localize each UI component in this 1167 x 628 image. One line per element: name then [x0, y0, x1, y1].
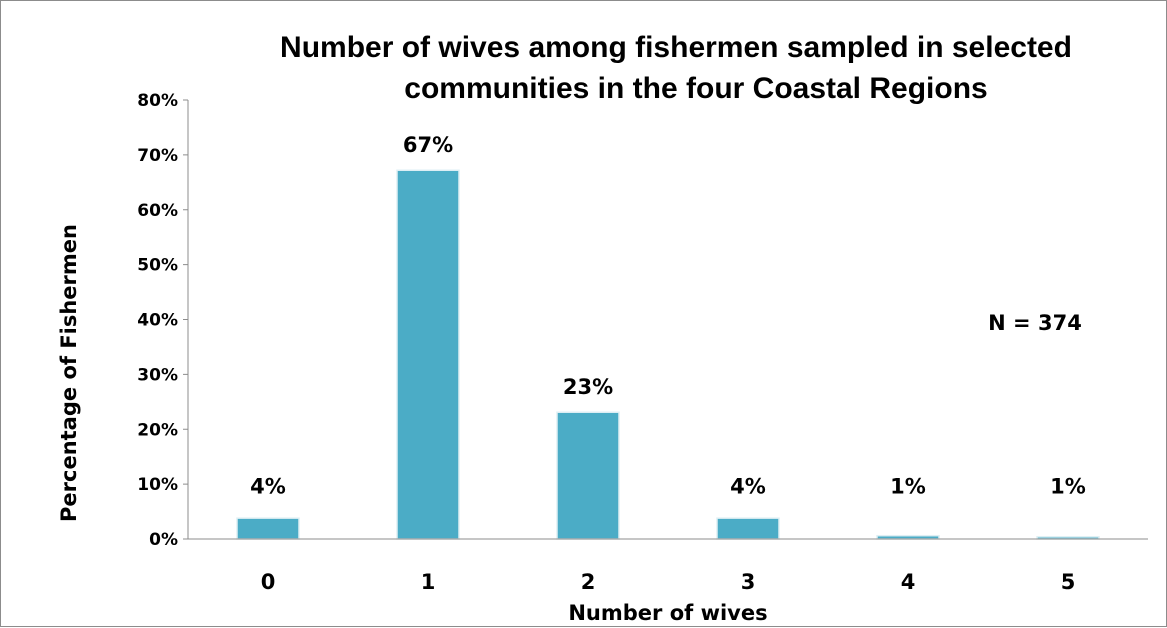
x-axis-ticks: 0 1 2 3 4 5: [261, 570, 1076, 594]
x-tick-label: 5: [1061, 570, 1076, 594]
data-label: 4%: [730, 475, 766, 499]
y-axis-label: Percentage of Fishermen: [57, 224, 81, 522]
sample-size-annotation: N = 374: [988, 311, 1082, 335]
y-tick-label: 80%: [137, 91, 178, 111]
bar: [556, 411, 620, 540]
data-label: 1%: [1050, 475, 1086, 499]
data-label: 4%: [250, 475, 286, 499]
data-label: 1%: [890, 475, 926, 499]
y-tick-label: 70%: [137, 146, 178, 166]
y-tick-label: 0%: [149, 530, 178, 550]
x-tick-label: 1: [421, 570, 436, 594]
x-tick-label: 0: [261, 570, 276, 594]
y-axis-ticks: 0% 10% 20% 30% 40% 50% 60% 70% 80%: [137, 91, 188, 550]
y-tick-label: 20%: [137, 420, 178, 440]
data-labels: 4% 67% 23% 4% 1% 1%: [250, 133, 1086, 498]
bar: [396, 169, 460, 540]
x-tick-label: 4: [901, 570, 916, 594]
y-tick-label: 10%: [137, 475, 178, 495]
x-axis-label: Number of wives: [568, 601, 767, 625]
y-tick-label: 40%: [137, 311, 178, 331]
y-tick-label: 60%: [137, 201, 178, 221]
chart-title-line-2: communities in the four Coastal Regions: [404, 72, 987, 105]
y-tick-label: 30%: [137, 365, 178, 385]
bar: [716, 517, 780, 540]
bar: [236, 517, 300, 540]
bars: [236, 169, 1100, 540]
data-label: 67%: [403, 133, 453, 157]
chart-title-line-1: Number of wives among fishermen sampled …: [280, 31, 1072, 64]
data-label: 23%: [563, 375, 613, 399]
x-tick-label: 2: [581, 570, 596, 594]
y-tick-label: 50%: [137, 256, 178, 276]
x-tick-label: 3: [741, 570, 756, 594]
